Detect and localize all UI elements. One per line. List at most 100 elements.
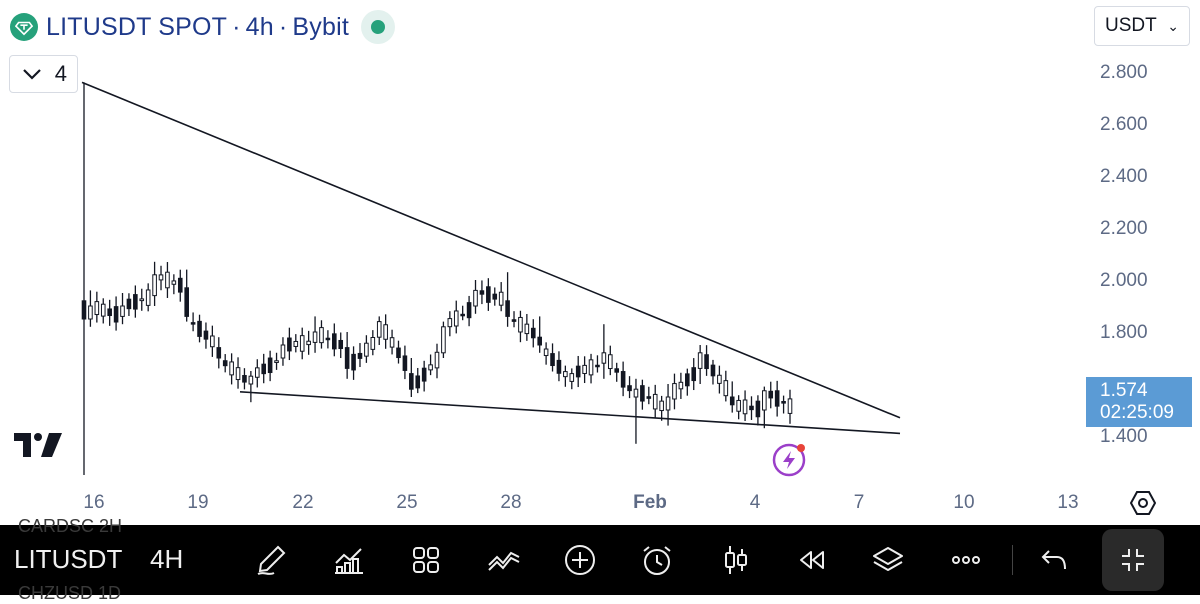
candle [742, 390, 748, 422]
candle [672, 373, 677, 410]
candle [717, 365, 722, 394]
interval-name: 4h [245, 12, 274, 41]
candle [466, 295, 472, 327]
candle [242, 368, 247, 390]
candle [287, 327, 292, 361]
candle [133, 285, 138, 318]
indicators-chart-icon[interactable] [331, 542, 367, 578]
candle [749, 396, 754, 420]
candle [139, 288, 145, 311]
tether-diamond-icon [10, 13, 38, 41]
date-tick: 16 [83, 492, 105, 513]
price-tick: 2.400 [1100, 166, 1148, 187]
symbol-list-ghost: CHZUSD 1D [18, 583, 122, 603]
indicators-collapse-toggle[interactable]: 4 [9, 55, 78, 93]
candle [261, 353, 267, 384]
currency-select[interactable]: USDT ⌄ [1094, 6, 1190, 46]
candle [550, 343, 555, 372]
chart-settings-hex-icon[interactable] [1130, 490, 1156, 516]
candle-style-icon[interactable] [718, 542, 754, 578]
candle [787, 389, 793, 424]
exchange-name: Bybit [292, 12, 350, 41]
candle [588, 353, 594, 384]
candle [723, 370, 729, 402]
candle [569, 368, 575, 390]
lightning-bolt-icon[interactable] [772, 441, 808, 477]
symbol-title[interactable]: LITUSDT SPOT · 4h · Bybit [46, 13, 349, 42]
chart-area[interactable]: LITUSDT SPOT · 4h · Bybit USDT ⌄ 4 2.800 2.6… [0, 0, 1200, 525]
price-tick: 2.200 [1100, 218, 1148, 239]
upper-trendline[interactable] [81, 81, 901, 419]
candle [338, 332, 344, 359]
candle [332, 323, 337, 357]
candle [736, 395, 741, 420]
market-open-dot-icon[interactable] [361, 10, 396, 44]
candle [203, 322, 209, 349]
tradingview-logo-icon[interactable] [14, 430, 64, 460]
candle [197, 314, 202, 343]
replay-rewind-icon[interactable] [794, 542, 830, 578]
candle [492, 287, 498, 306]
chevron-down-icon [23, 69, 41, 80]
candle [447, 311, 453, 337]
last-price-label: 1.574 02:25:09 [1086, 377, 1192, 427]
candle [229, 353, 234, 385]
candle [441, 321, 446, 358]
candle [94, 291, 100, 323]
candle [710, 359, 716, 385]
candle [171, 274, 177, 295]
lower-trendline[interactable] [239, 391, 901, 435]
title-separator: · [278, 12, 288, 41]
title-separator: · [232, 12, 241, 41]
candle [486, 278, 491, 311]
candle [537, 316, 542, 353]
candle [627, 376, 632, 399]
candle [518, 310, 523, 343]
candle [434, 343, 440, 379]
add-plus-icon[interactable] [562, 542, 598, 578]
date-tick: 25 [396, 492, 418, 513]
candle [280, 337, 286, 366]
candle [158, 265, 164, 291]
date-tick: 22 [292, 492, 314, 513]
date-tick: 4 [749, 492, 761, 513]
toolbar-symbol-button[interactable]: LITUSDT [14, 544, 123, 574]
candle [364, 335, 369, 363]
indicator-count: 4 [54, 61, 67, 86]
candle [81, 82, 87, 475]
candle [100, 298, 106, 324]
toolbar-interval-button[interactable]: 4H [150, 544, 184, 574]
candle [659, 395, 664, 421]
candle [607, 345, 613, 376]
candlestick-plot[interactable] [0, 0, 1085, 490]
more-dots-icon[interactable] [948, 542, 984, 578]
candle [248, 371, 254, 403]
candle [126, 293, 132, 317]
exit-fullscreen-icon[interactable] [1102, 529, 1164, 591]
grid-layout-icon[interactable] [408, 542, 444, 578]
candle [781, 395, 786, 414]
candle [370, 330, 376, 356]
candle [415, 367, 421, 394]
candle [453, 300, 459, 334]
candle [729, 381, 735, 413]
candle [768, 381, 774, 409]
candle [396, 340, 401, 364]
layers-icon[interactable] [870, 542, 906, 578]
candle [473, 280, 478, 314]
candle [678, 372, 684, 399]
price-tick: 1.400 [1100, 426, 1148, 447]
candle [595, 355, 600, 373]
candle [274, 352, 279, 370]
currency-value: USDT [1105, 15, 1157, 36]
undo-icon[interactable] [1037, 542, 1073, 578]
pen-draw-icon[interactable] [253, 542, 289, 578]
candle [691, 358, 697, 391]
candle [210, 325, 215, 357]
symbol-header[interactable]: LITUSDT SPOT · 4h · Bybit [10, 8, 396, 46]
alarm-clock-icon[interactable] [639, 542, 675, 578]
candle [319, 320, 324, 349]
compare-lines-icon[interactable] [486, 542, 522, 578]
candle [479, 280, 485, 305]
chevron-down-icon: ⌄ [1167, 17, 1179, 34]
